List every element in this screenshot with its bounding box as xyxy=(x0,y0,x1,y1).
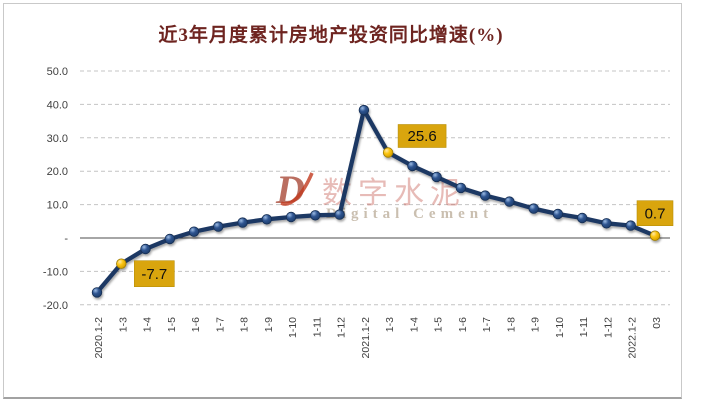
y-axis-label: 50.0 xyxy=(47,66,68,78)
x-axis-label: 1-3 xyxy=(384,317,396,332)
data-point-marker xyxy=(552,208,564,220)
x-axis-label: 1-9 xyxy=(263,317,275,332)
x-axis-label: 1-12 xyxy=(602,317,614,338)
data-label-text: 25.6 xyxy=(407,128,436,145)
x-axis-label: 1-8 xyxy=(505,317,517,332)
data-label-box xyxy=(397,124,447,148)
x-axis-label: 1-4 xyxy=(408,317,420,332)
data-point-marker xyxy=(358,104,370,116)
data-point-marker-highlighted xyxy=(116,258,127,269)
x-axis-label: 1-11 xyxy=(311,317,323,337)
data-point-marker xyxy=(480,190,491,201)
y-axis-label: 20.0 xyxy=(47,166,68,178)
data-point-marker xyxy=(528,203,539,214)
data-point-marker xyxy=(164,233,176,245)
chart-title: 近3年月度累计房地产投资同比增速(%) xyxy=(158,25,504,46)
y-axis-label: - xyxy=(64,233,68,245)
data-point-marker xyxy=(504,196,515,207)
data-label-box xyxy=(134,260,175,288)
data-point-marker xyxy=(431,171,442,183)
data-point-marker xyxy=(455,182,467,194)
series-group xyxy=(91,104,661,298)
y-axis-label: 40.0 xyxy=(47,99,68,111)
x-axis-label: 2022.1-2 xyxy=(627,317,639,359)
data-point-marker xyxy=(285,211,297,223)
x-axis-label: 2021.1-2 xyxy=(360,317,372,359)
data-point-marker xyxy=(334,209,345,220)
data-point-marker xyxy=(140,243,151,255)
x-axis-label: 1-9 xyxy=(530,317,542,332)
data-point-marker-highlighted xyxy=(382,147,394,158)
y-axis-label: -20.0 xyxy=(43,300,68,312)
x-axis-label: 1-10 xyxy=(554,317,566,338)
data-point-marker xyxy=(188,226,200,237)
x-axis-label: 1-10 xyxy=(287,317,299,338)
y-axis-label: -10.0 xyxy=(43,266,68,278)
x-axis-label: 2020.1-2 xyxy=(93,317,105,359)
x-axis-label: 1-8 xyxy=(239,317,251,332)
y-axis-label: 30.0 xyxy=(47,133,68,145)
data-point-marker xyxy=(261,214,273,225)
data-point-marker xyxy=(601,218,612,229)
x-axis-label: 1-3 xyxy=(117,317,129,332)
x-axis-label: 03 xyxy=(651,317,663,329)
x-axis-label: 1-4 xyxy=(142,317,154,332)
data-point-marker xyxy=(310,210,321,221)
x-axis-label: 1-5 xyxy=(166,317,178,332)
x-axis-label: 1-12 xyxy=(336,317,348,338)
data-point-marker xyxy=(407,160,418,172)
x-axis-label: 1-6 xyxy=(457,317,469,332)
data-point-marker xyxy=(625,220,636,231)
x-axis-label: 1-7 xyxy=(214,317,226,332)
x-axis-label: 1-6 xyxy=(190,317,202,332)
data-point-marker xyxy=(237,217,248,228)
series-line xyxy=(94,107,658,295)
data-label-box xyxy=(636,200,674,226)
data-point-marker xyxy=(91,287,103,298)
data-point-marker-highlighted xyxy=(649,230,661,241)
x-axis-label: 1-5 xyxy=(433,317,445,332)
y-axis-label: 10.0 xyxy=(47,200,68,212)
data-point-marker xyxy=(213,221,224,232)
data-point-marker xyxy=(577,212,588,224)
data-label-text: -7.7 xyxy=(141,266,167,283)
x-axis-label: 1-7 xyxy=(481,317,493,332)
x-axis-label: 1-11 xyxy=(578,317,590,337)
data-label-text: 0.7 xyxy=(645,205,666,222)
